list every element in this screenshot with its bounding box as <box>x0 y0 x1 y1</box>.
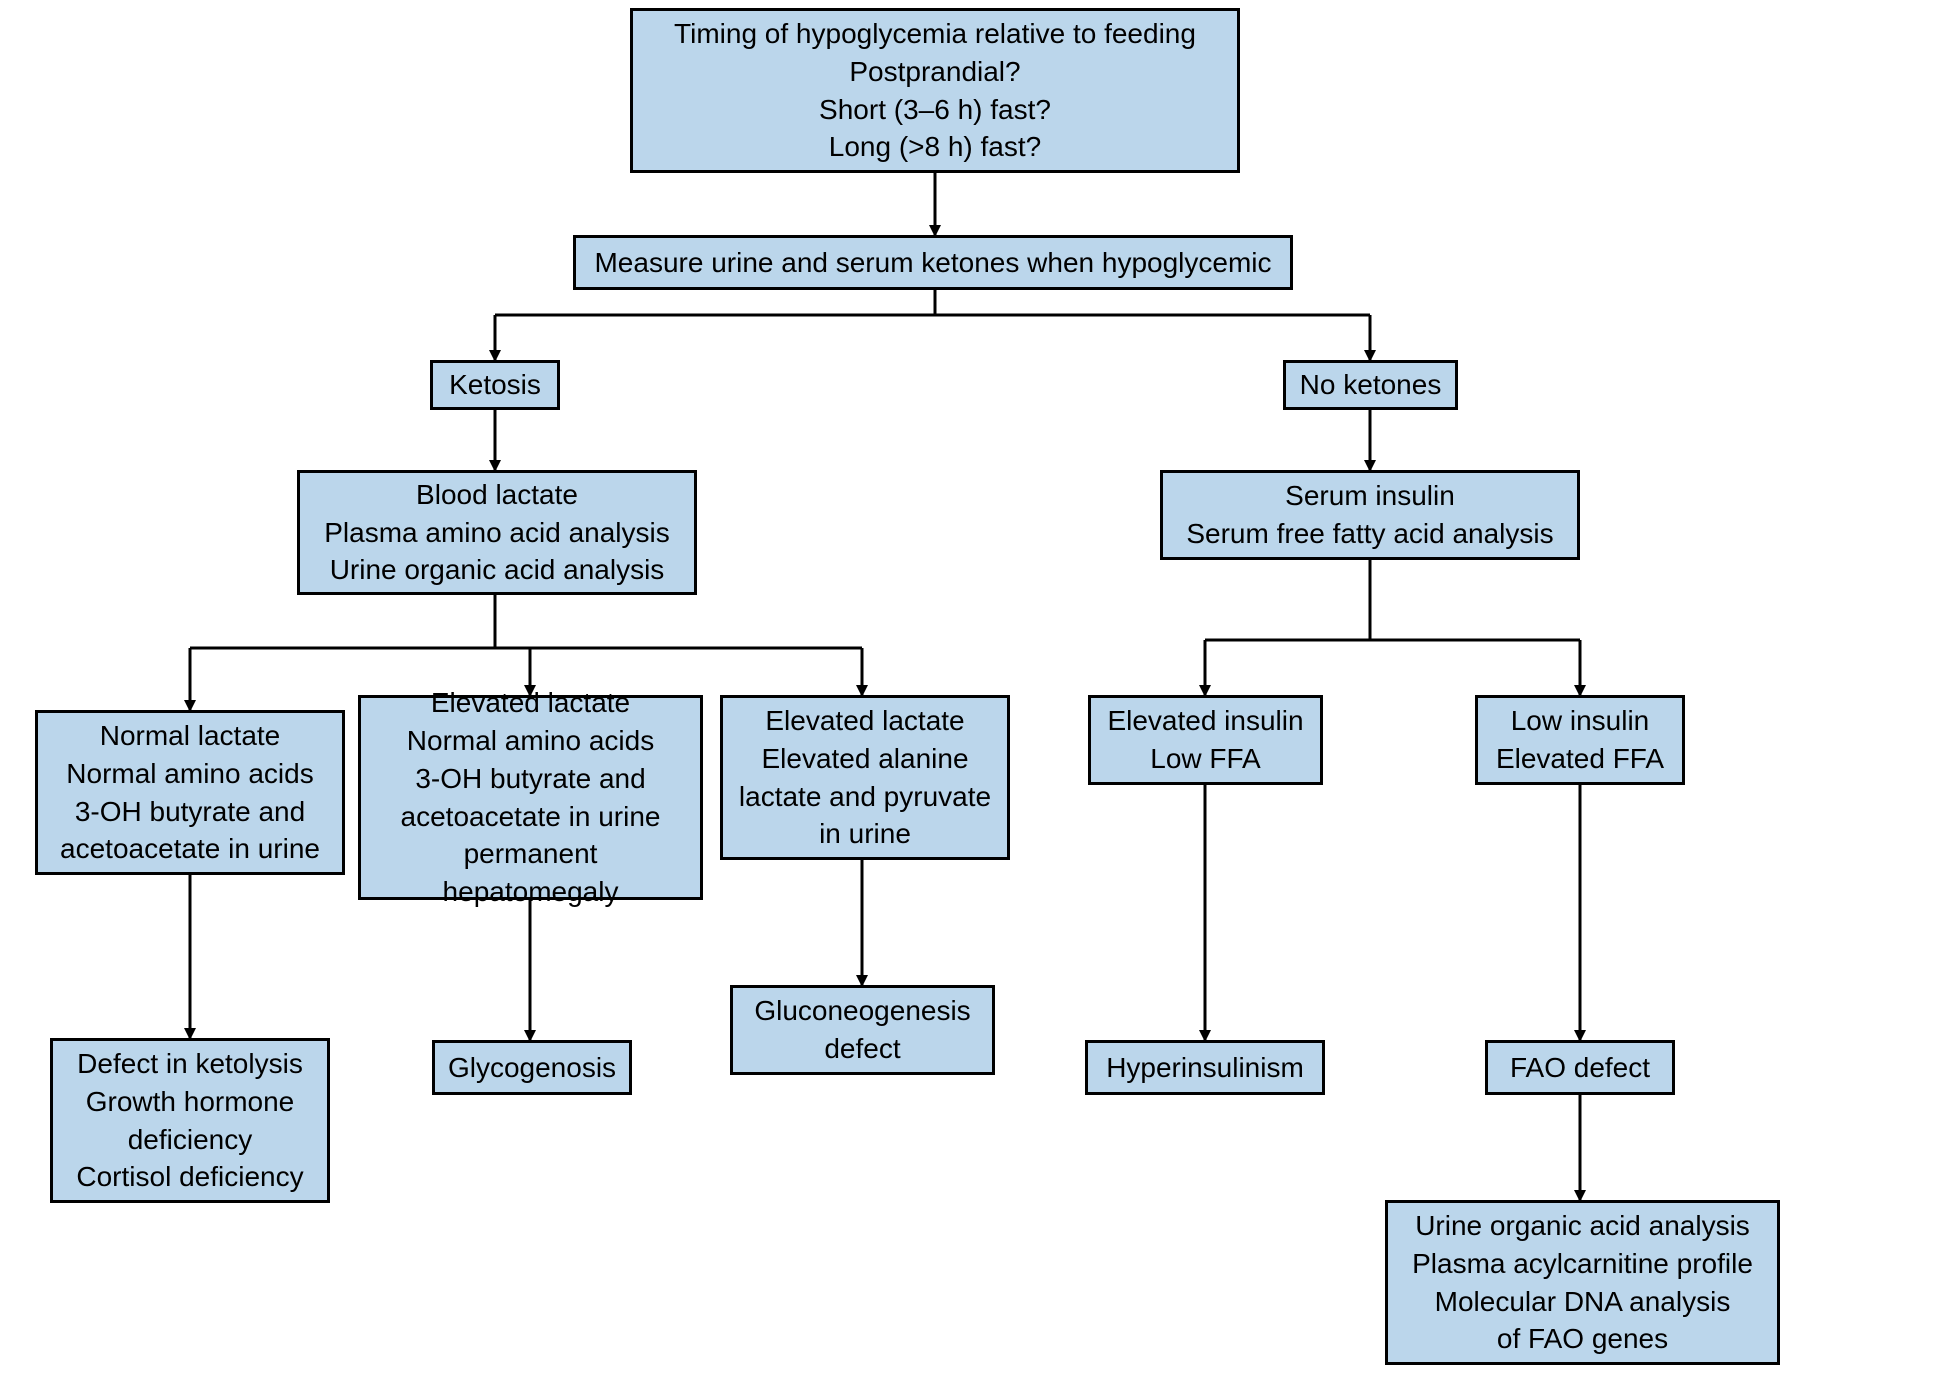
node-text-line: No ketones <box>1300 366 1442 404</box>
flowchart-node: Normal lactateNormal amino acids3-OH but… <box>35 710 345 875</box>
node-text-line: Normal amino acids <box>66 755 313 793</box>
node-text-line: lactate and pyruvate <box>739 778 991 816</box>
node-text-line: Blood lactate <box>416 476 578 514</box>
node-text-line: Elevated FFA <box>1496 740 1664 778</box>
node-text-line: Glycogenosis <box>448 1049 616 1087</box>
node-text-line: in urine <box>819 815 911 853</box>
node-text-line: Short (3–6 h) fast? <box>819 91 1051 129</box>
node-text-line: Elevated insulin <box>1107 702 1303 740</box>
node-text-line: Serum free fatty acid analysis <box>1186 515 1553 553</box>
node-text-line: acetoacetate in urine <box>401 798 661 836</box>
flowchart-node: Elevated insulinLow FFA <box>1088 695 1323 785</box>
flowchart-node: Glycogenosis <box>432 1040 632 1095</box>
node-text-line: acetoacetate in urine <box>60 830 320 868</box>
node-text-line: Normal amino acids <box>407 722 654 760</box>
flowchart-node: Elevated lactateNormal amino acids3-OH b… <box>358 695 703 900</box>
flowchart-node: Elevated lactateElevated alaninelactate … <box>720 695 1010 860</box>
node-text-line: Postprandial? <box>849 53 1020 91</box>
flowchart-node: Hyperinsulinism <box>1085 1040 1325 1095</box>
node-text-line: Cortisol deficiency <box>76 1158 303 1196</box>
node-text-line: Molecular DNA analysis <box>1435 1283 1731 1321</box>
node-text-line: Long (>8 h) fast? <box>829 128 1041 166</box>
node-text-line: of FAO genes <box>1497 1320 1668 1358</box>
flowchart-node: Blood lactatePlasma amino acid analysisU… <box>297 470 697 595</box>
node-text-line: Defect in ketolysis <box>77 1045 303 1083</box>
node-text-line: permanent hepatomegaly <box>373 835 688 911</box>
node-text-line: Elevated lactate <box>765 702 964 740</box>
node-text-line: Elevated alanine <box>761 740 968 778</box>
flowchart-node: Gluconeogenesisdefect <box>730 985 995 1075</box>
flowchart-node: No ketones <box>1283 360 1458 410</box>
flowchart-node: FAO defect <box>1485 1040 1675 1095</box>
flowchart-node: Ketosis <box>430 360 560 410</box>
flowchart-node: Timing of hypoglycemia relative to feedi… <box>630 8 1240 173</box>
node-text-line: 3-OH butyrate and <box>75 793 305 831</box>
node-text-line: Growth hormone <box>86 1083 295 1121</box>
node-text-line: Serum insulin <box>1285 477 1455 515</box>
node-text-line: Ketosis <box>449 366 541 404</box>
node-text-line: Elevated lactate <box>431 684 630 722</box>
flowchart-node: Measure urine and serum ketones when hyp… <box>573 235 1293 290</box>
node-text-line: Timing of hypoglycemia relative to feedi… <box>674 15 1196 53</box>
node-text-line: FAO defect <box>1510 1049 1650 1087</box>
node-text-line: defect <box>824 1030 900 1068</box>
flowchart-node: Urine organic acid analysisPlasma acylca… <box>1385 1200 1780 1365</box>
node-text-line: Measure urine and serum ketones when hyp… <box>594 244 1271 282</box>
node-text-line: Gluconeogenesis <box>754 992 970 1030</box>
node-text-line: Plasma acylcarnitine profile <box>1412 1245 1753 1283</box>
flowchart-node: Defect in ketolysisGrowth hormonedeficie… <box>50 1038 330 1203</box>
node-text-line: Normal lactate <box>100 717 281 755</box>
flowchart-node: Serum insulinSerum free fatty acid analy… <box>1160 470 1580 560</box>
node-text-line: Plasma amino acid analysis <box>324 514 670 552</box>
node-text-line: Low insulin <box>1511 702 1650 740</box>
node-text-line: Hyperinsulinism <box>1106 1049 1304 1087</box>
node-text-line: Urine organic acid analysis <box>330 551 665 589</box>
node-text-line: Low FFA <box>1150 740 1260 778</box>
node-text-line: 3-OH butyrate and <box>415 760 645 798</box>
node-text-line: deficiency <box>128 1121 253 1159</box>
flowchart-node: Low insulinElevated FFA <box>1475 695 1685 785</box>
node-text-line: Urine organic acid analysis <box>1415 1207 1750 1245</box>
